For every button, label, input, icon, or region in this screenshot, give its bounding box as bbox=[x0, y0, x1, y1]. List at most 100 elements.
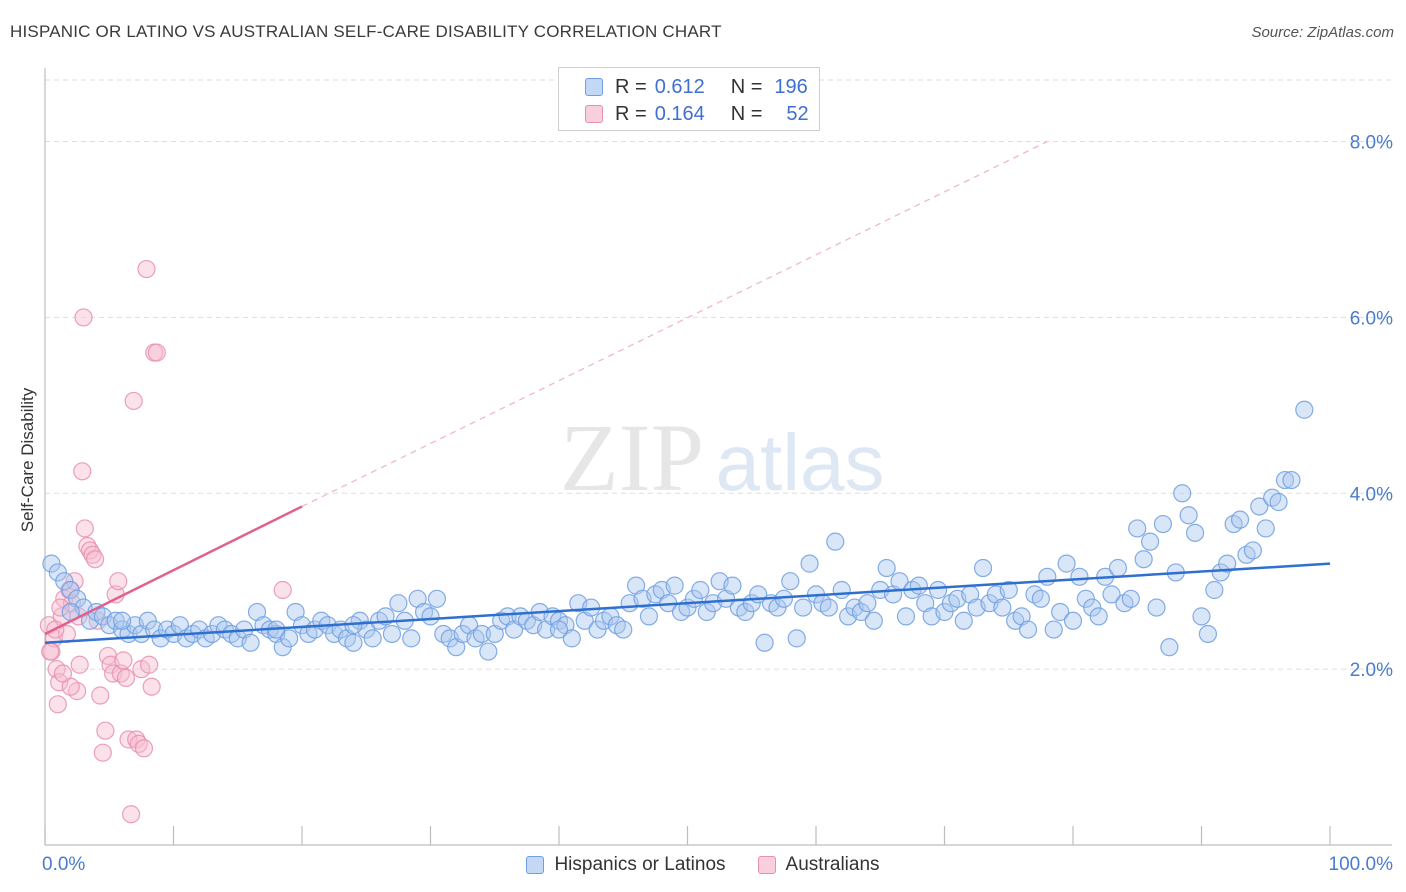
watermark: ZIP atlas bbox=[560, 404, 884, 511]
hispanics-point bbox=[858, 594, 877, 613]
hispanics-point bbox=[1018, 620, 1038, 639]
hispanics-point bbox=[755, 633, 774, 652]
australians-point bbox=[114, 651, 133, 670]
australians-point bbox=[142, 677, 161, 696]
australians-point bbox=[75, 519, 94, 538]
hispanics-point bbox=[389, 594, 408, 613]
y-tick-label-2: 6.0% bbox=[1350, 308, 1393, 329]
hispanics-point bbox=[1269, 492, 1288, 512]
legend-item-hispanics[interactable]: Hispanics or Latinos bbox=[526, 854, 726, 876]
hispanics-point bbox=[1038, 567, 1057, 586]
australians-point bbox=[65, 572, 84, 591]
n-value-australians: 52 bbox=[786, 102, 809, 125]
hispanics-point bbox=[1250, 497, 1269, 516]
hispanics-point bbox=[787, 629, 806, 648]
hispanics-point bbox=[639, 607, 659, 626]
hispanics-point bbox=[1057, 554, 1076, 573]
hispanics-point bbox=[1031, 589, 1050, 608]
hispanics-point bbox=[1205, 580, 1224, 600]
hispanics-trend-line bbox=[44, 562, 1331, 645]
australians-point bbox=[53, 664, 73, 683]
hispanics-point bbox=[112, 611, 132, 630]
correlation-legend: R = 0.612 N = 196 R = 0.164 N = 52 bbox=[558, 67, 820, 131]
hispanics-point bbox=[1173, 484, 1192, 503]
hispanics-point bbox=[549, 620, 569, 639]
hispanics-point bbox=[1128, 519, 1147, 538]
hispanics-point bbox=[909, 576, 928, 595]
x-tick-label-0: 0.0% bbox=[42, 854, 85, 875]
y-tick-label-3: 8.0% bbox=[1350, 133, 1393, 154]
hispanics-point bbox=[1147, 598, 1166, 617]
hispanics-point bbox=[1102, 585, 1121, 604]
hispanics-point bbox=[427, 589, 447, 608]
y-tick-label-0: 2.0% bbox=[1350, 660, 1393, 681]
australians-point bbox=[134, 739, 154, 758]
hispanics-point bbox=[1282, 470, 1301, 490]
hispanics-point bbox=[1063, 611, 1083, 630]
hispanics-point bbox=[1153, 514, 1173, 534]
hispanics-point bbox=[999, 580, 1018, 600]
australians-point bbox=[74, 308, 93, 327]
australians-point bbox=[41, 642, 60, 661]
hispanics-point bbox=[562, 629, 581, 648]
australians-points bbox=[39, 259, 292, 824]
hispanics-point bbox=[794, 598, 813, 617]
hispanics-point bbox=[382, 624, 402, 644]
australians-point bbox=[116, 668, 136, 688]
hispanics-point bbox=[1192, 607, 1211, 626]
chart-source: Source: ZipAtlas.com bbox=[1251, 24, 1394, 41]
australians-point bbox=[137, 259, 156, 279]
hispanics-point bbox=[344, 633, 363, 652]
australians-point bbox=[109, 572, 128, 591]
n-value-hispanics: 196 bbox=[774, 75, 808, 98]
watermark-zip: ZIP bbox=[560, 404, 704, 511]
australians-point bbox=[147, 343, 166, 362]
hispanics-point bbox=[781, 572, 800, 591]
hispanics-point bbox=[1121, 589, 1140, 608]
hispanics-point bbox=[1295, 400, 1314, 419]
hispanics-point bbox=[280, 629, 299, 648]
australians-point bbox=[139, 655, 159, 674]
hispanics-point bbox=[993, 598, 1012, 617]
y-axis-label: Self-Care Disability bbox=[18, 387, 37, 533]
legend-row-australians: R = 0.164 N = 52 bbox=[585, 101, 809, 127]
australians-point bbox=[50, 673, 69, 692]
n-label: N = bbox=[730, 75, 763, 98]
hispanics-point bbox=[826, 532, 845, 551]
legend-row-hispanics: R = 0.612 N = 196 bbox=[585, 74, 808, 100]
r-label: R = bbox=[615, 75, 647, 98]
hispanics-point bbox=[1089, 607, 1108, 626]
hispanics-point bbox=[1275, 470, 1295, 490]
hispanics-point bbox=[472, 624, 491, 644]
australians-point bbox=[91, 686, 110, 705]
x-tick-label-1: 100.0% bbox=[1329, 854, 1394, 875]
hispanics-point bbox=[1160, 638, 1179, 657]
hispanics-point bbox=[928, 580, 948, 600]
hispanics-points bbox=[42, 400, 1314, 661]
hispanics-point bbox=[896, 607, 916, 626]
legend-item-australians[interactable]: Australians bbox=[757, 854, 880, 876]
hispanics-point bbox=[1179, 506, 1198, 525]
australians-point bbox=[70, 655, 89, 674]
hispanics-point bbox=[1140, 532, 1160, 551]
hispanics-point bbox=[877, 558, 896, 578]
hispanics-point bbox=[479, 642, 498, 661]
hispanics-point bbox=[1044, 620, 1063, 639]
australians-trend-line bbox=[44, 505, 303, 636]
hispanics-point bbox=[973, 558, 993, 578]
australians-point bbox=[273, 580, 292, 600]
legend-label-australians: Australians bbox=[785, 854, 880, 875]
legend-swatch-pink bbox=[757, 856, 776, 874]
hispanics-point bbox=[1108, 558, 1128, 578]
r-label: R = bbox=[615, 102, 647, 125]
hispanics-point bbox=[864, 611, 883, 630]
australians-point bbox=[73, 462, 92, 481]
australians-point bbox=[124, 391, 143, 411]
hispanics-point bbox=[1134, 550, 1153, 569]
hispanics-point bbox=[1051, 602, 1070, 622]
hispanics-point bbox=[1198, 624, 1218, 644]
hispanics-point bbox=[954, 611, 973, 630]
legend-label-hispanics: Hispanics or Latinos bbox=[554, 854, 726, 875]
axes bbox=[44, 68, 1392, 846]
